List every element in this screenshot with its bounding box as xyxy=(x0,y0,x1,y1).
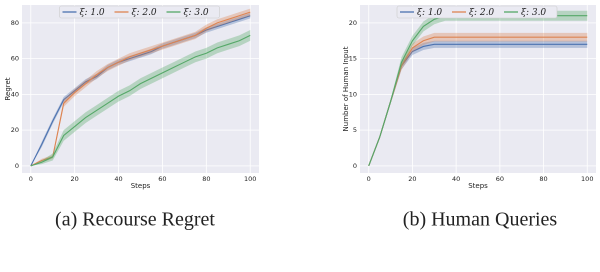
caption: (b) Human Queries xyxy=(403,209,558,231)
plot-area xyxy=(360,5,596,173)
y-tick-label: 0 xyxy=(353,162,357,170)
x-tick-label: 100 xyxy=(244,175,256,183)
x-tick-label: 80 xyxy=(202,175,210,183)
legend-label: ξ: 2.0 xyxy=(469,8,494,18)
x-tick-label: 60 xyxy=(496,175,504,183)
plot-area xyxy=(22,5,259,173)
legend xyxy=(59,5,220,19)
series-line xyxy=(30,11,251,167)
legend-label: ξ: 1.0 xyxy=(417,8,442,18)
y-tick-label: 20 xyxy=(11,126,19,134)
y-tick-label: 20 xyxy=(349,19,357,27)
series-line xyxy=(30,15,251,167)
x-axis-label: Steps xyxy=(468,182,488,190)
y-tick-label: 60 xyxy=(11,55,19,63)
y-axis-label: Number of Human Input xyxy=(342,46,350,131)
y-axis-label: Regret xyxy=(4,77,12,100)
y-tick-label: 15 xyxy=(349,55,357,63)
legend xyxy=(396,5,558,19)
y-tick-label: 5 xyxy=(353,126,357,134)
x-tick-label: 20 xyxy=(71,175,79,183)
y-tick-label: 40 xyxy=(11,90,19,98)
y-tick-label: 10 xyxy=(349,90,357,98)
legend-label: ξ: 3.0 xyxy=(521,8,546,18)
x-tick-label: 20 xyxy=(408,175,416,183)
error-band xyxy=(30,30,251,166)
x-axis-label: Steps xyxy=(131,182,151,190)
error-band xyxy=(30,13,251,166)
x-tick-label: 0 xyxy=(367,175,371,183)
x-tick-label: 40 xyxy=(114,175,122,183)
y-tick-label: 80 xyxy=(11,19,19,27)
x-tick-label: 0 xyxy=(29,175,33,183)
x-tick-label: 100 xyxy=(581,175,593,183)
x-tick-label: 60 xyxy=(158,175,166,183)
x-tick-label: 40 xyxy=(452,175,460,183)
legend-label: ξ: 2.0 xyxy=(132,8,157,18)
legend-label: ξ: 1.0 xyxy=(80,8,105,18)
series-line xyxy=(368,43,588,167)
caption: (a) Recourse Regret xyxy=(55,209,215,231)
series-line xyxy=(30,34,251,167)
legend-label: ξ: 3.0 xyxy=(184,8,209,18)
y-tick-label: 0 xyxy=(15,162,19,170)
x-tick-label: 80 xyxy=(539,175,547,183)
series-line xyxy=(368,36,588,167)
